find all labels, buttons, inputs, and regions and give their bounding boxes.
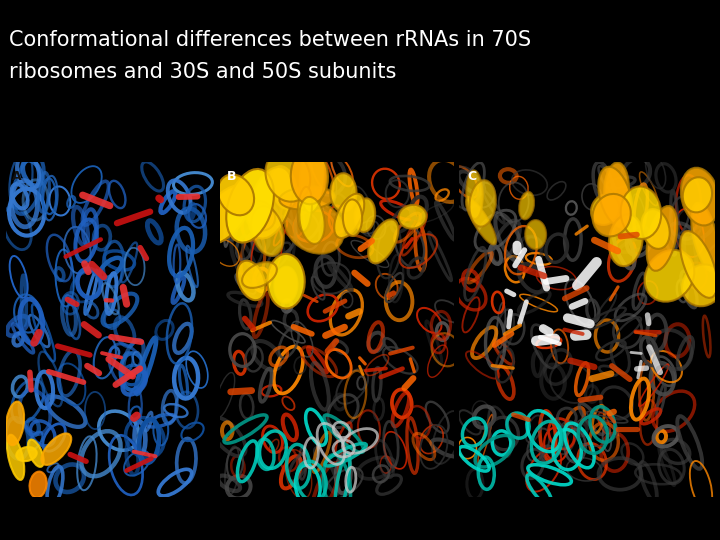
Ellipse shape bbox=[681, 168, 719, 226]
Ellipse shape bbox=[245, 201, 275, 231]
Ellipse shape bbox=[267, 254, 305, 308]
Ellipse shape bbox=[297, 187, 312, 231]
Ellipse shape bbox=[368, 219, 398, 264]
Ellipse shape bbox=[248, 167, 293, 239]
Ellipse shape bbox=[334, 194, 364, 238]
Ellipse shape bbox=[598, 167, 632, 227]
Ellipse shape bbox=[199, 185, 251, 245]
Ellipse shape bbox=[593, 194, 631, 237]
Ellipse shape bbox=[591, 194, 619, 225]
Ellipse shape bbox=[355, 198, 375, 232]
Ellipse shape bbox=[647, 206, 678, 271]
Text: B: B bbox=[227, 171, 236, 184]
Ellipse shape bbox=[226, 169, 274, 242]
Ellipse shape bbox=[218, 174, 254, 215]
Ellipse shape bbox=[300, 142, 325, 213]
Ellipse shape bbox=[274, 267, 297, 303]
Ellipse shape bbox=[237, 261, 265, 300]
Ellipse shape bbox=[279, 187, 335, 210]
Ellipse shape bbox=[271, 166, 297, 209]
Ellipse shape bbox=[466, 199, 496, 245]
Ellipse shape bbox=[17, 447, 37, 461]
Ellipse shape bbox=[6, 402, 24, 445]
Ellipse shape bbox=[525, 220, 546, 249]
Ellipse shape bbox=[467, 171, 482, 219]
Ellipse shape bbox=[691, 202, 719, 272]
Ellipse shape bbox=[300, 197, 325, 244]
Ellipse shape bbox=[242, 262, 277, 288]
Ellipse shape bbox=[642, 209, 670, 249]
Text: A: A bbox=[12, 171, 22, 184]
Ellipse shape bbox=[399, 205, 426, 228]
Ellipse shape bbox=[284, 199, 344, 254]
Ellipse shape bbox=[330, 173, 356, 212]
Text: ribosomes and 30S and 50S subunits: ribosomes and 30S and 50S subunits bbox=[9, 62, 396, 82]
Ellipse shape bbox=[42, 434, 71, 465]
Ellipse shape bbox=[266, 150, 310, 202]
Ellipse shape bbox=[30, 471, 47, 498]
Ellipse shape bbox=[7, 435, 24, 480]
Ellipse shape bbox=[343, 199, 362, 236]
Ellipse shape bbox=[469, 180, 496, 227]
Text: Conformational differences between rRNAs in 70S: Conformational differences between rRNAs… bbox=[9, 30, 531, 50]
Text: C: C bbox=[467, 171, 476, 184]
Ellipse shape bbox=[251, 206, 284, 256]
Ellipse shape bbox=[609, 214, 643, 266]
Ellipse shape bbox=[683, 177, 712, 212]
Ellipse shape bbox=[519, 192, 534, 219]
Ellipse shape bbox=[604, 163, 629, 217]
Ellipse shape bbox=[28, 440, 44, 467]
Ellipse shape bbox=[682, 265, 720, 306]
Ellipse shape bbox=[291, 149, 328, 204]
Ellipse shape bbox=[680, 231, 717, 298]
Ellipse shape bbox=[621, 186, 661, 239]
Ellipse shape bbox=[644, 250, 694, 302]
